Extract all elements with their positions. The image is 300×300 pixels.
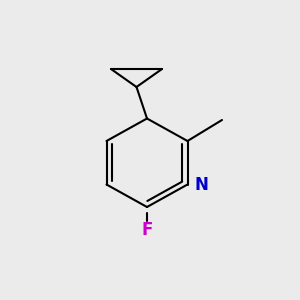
Text: F: F	[141, 221, 153, 239]
Text: N: N	[194, 176, 208, 194]
